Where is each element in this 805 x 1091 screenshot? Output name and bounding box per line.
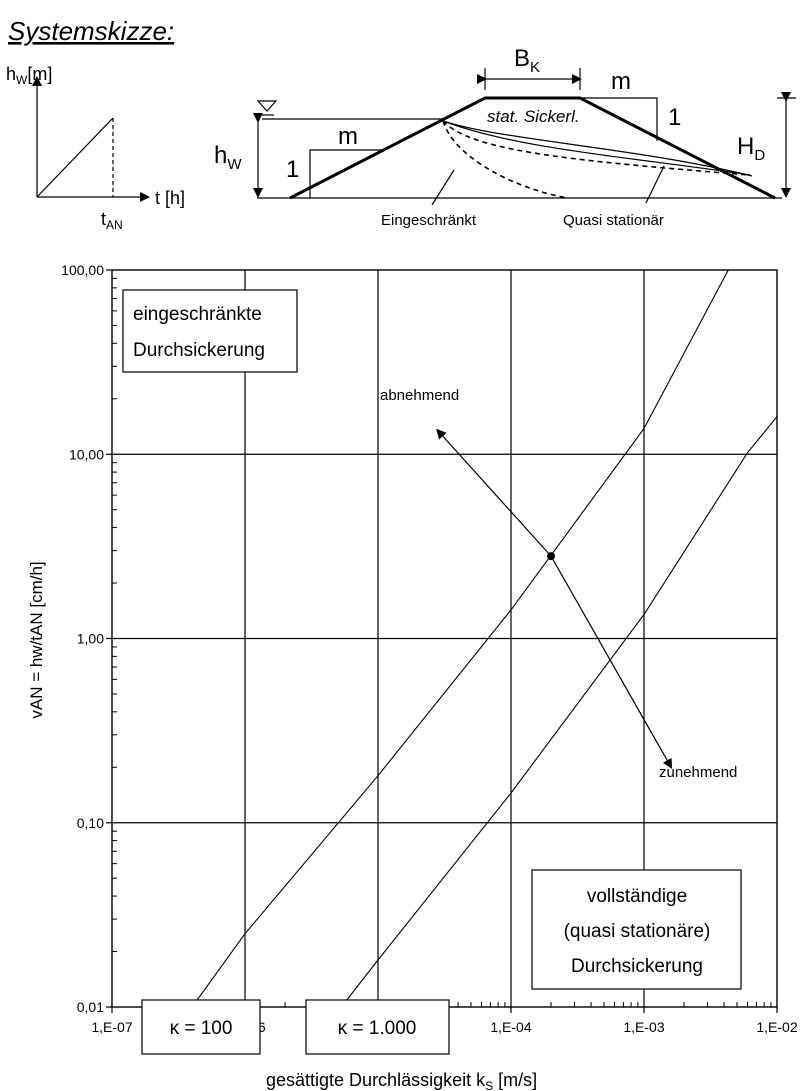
box-restricted-line1: eingeschränkte — [133, 304, 262, 325]
x-axis-label: gesättigte Durchlässigkeit kS [m/s] — [266, 1070, 537, 1091]
slope-m-left: m — [338, 123, 358, 150]
box-restricted-line2: Durchsickerung — [133, 340, 265, 361]
y-tick-labels: 0,01 0,10 1,00 10,00 100,00 — [61, 262, 104, 1015]
box-full — [531, 869, 742, 990]
restricted-label: Eingeschränkt — [381, 212, 477, 229]
label-k100: κ = 100 — [170, 1018, 233, 1039]
inset-tan-label: tAN — [101, 209, 123, 232]
series-line-k1000 — [340, 416, 777, 1007]
x-tick-label: 1,E-02 — [756, 1019, 797, 1035]
slope-m-right: m — [611, 68, 631, 95]
seepage-dashed-upper — [442, 120, 751, 176]
box-restricted — [122, 289, 298, 373]
series-line-k100 — [191, 270, 729, 1007]
x-tick-label: 1,E-04 — [490, 1019, 531, 1035]
restricted-seepage-dashed — [442, 120, 569, 199]
hw-label: hW — [214, 142, 242, 173]
y-tick-label: 100,00 — [61, 262, 104, 278]
slope-triangle-right — [580, 97, 658, 141]
inset-xlabel: t [h] — [155, 188, 185, 208]
slope-triangle-left — [309, 149, 385, 198]
y-tick-label: 0,10 — [77, 815, 104, 831]
x-tick-label: 1,E-03 — [623, 1019, 664, 1035]
water-level-symbol — [256, 100, 278, 112]
box-full-line2: (quasi stationäre) — [564, 921, 711, 942]
chart: 1,E-071,E-061,E-051,E-041,E-031,E-02 0,0… — [27, 262, 798, 1091]
inset-hydrograph: hW[m] t [h] tAN — [6, 64, 185, 232]
label-abnehmend: abnehmend — [380, 387, 459, 404]
box-k100 — [141, 999, 261, 1055]
inset-ylabel: hW[m] — [6, 64, 52, 87]
dam-outline — [289, 96, 776, 200]
slope-1-right: 1 — [668, 104, 681, 131]
y-tick-label: 0,01 — [77, 999, 104, 1015]
trend-arrow-down — [550, 555, 673, 770]
y-tick-label: 1,00 — [77, 631, 104, 647]
quasi-stationary-line — [442, 120, 753, 177]
quasi-label: Quasi stationär — [563, 212, 664, 229]
x-tick-label: 1,E-07 — [91, 1019, 132, 1035]
stationary-seepage-line — [442, 120, 751, 176]
box-full-line1: vollständige — [587, 886, 687, 907]
hd-label: HD — [737, 133, 765, 164]
crest-width-label: BK — [514, 45, 540, 76]
stat-seepage-label: stat. Sickerl. — [487, 107, 580, 126]
series-layer — [191, 270, 777, 1007]
label-zunehmend: zunehmend — [659, 764, 737, 781]
trend-center-point — [547, 552, 556, 561]
y-tick-label: 10,00 — [69, 446, 104, 462]
trend-arrow-up — [436, 428, 552, 557]
box-k1000 — [305, 999, 450, 1055]
dam-section: m 1 m 1 BK hW HD stat. Sickerl. Eingesch… — [214, 45, 796, 229]
arrow-layer — [436, 428, 673, 770]
label-k1000: κ = 1.000 — [338, 1018, 417, 1039]
slope-1-left: 1 — [286, 156, 299, 183]
y-axis-label: vAN = hw/tAN [cm/h] — [27, 561, 46, 718]
sketch-title: Systemskizze: — [8, 16, 174, 46]
grid-lines — [106, 269, 778, 1013]
inset-ramp-line — [36, 117, 114, 198]
box-full-line3: Durchsickerung — [571, 956, 703, 977]
